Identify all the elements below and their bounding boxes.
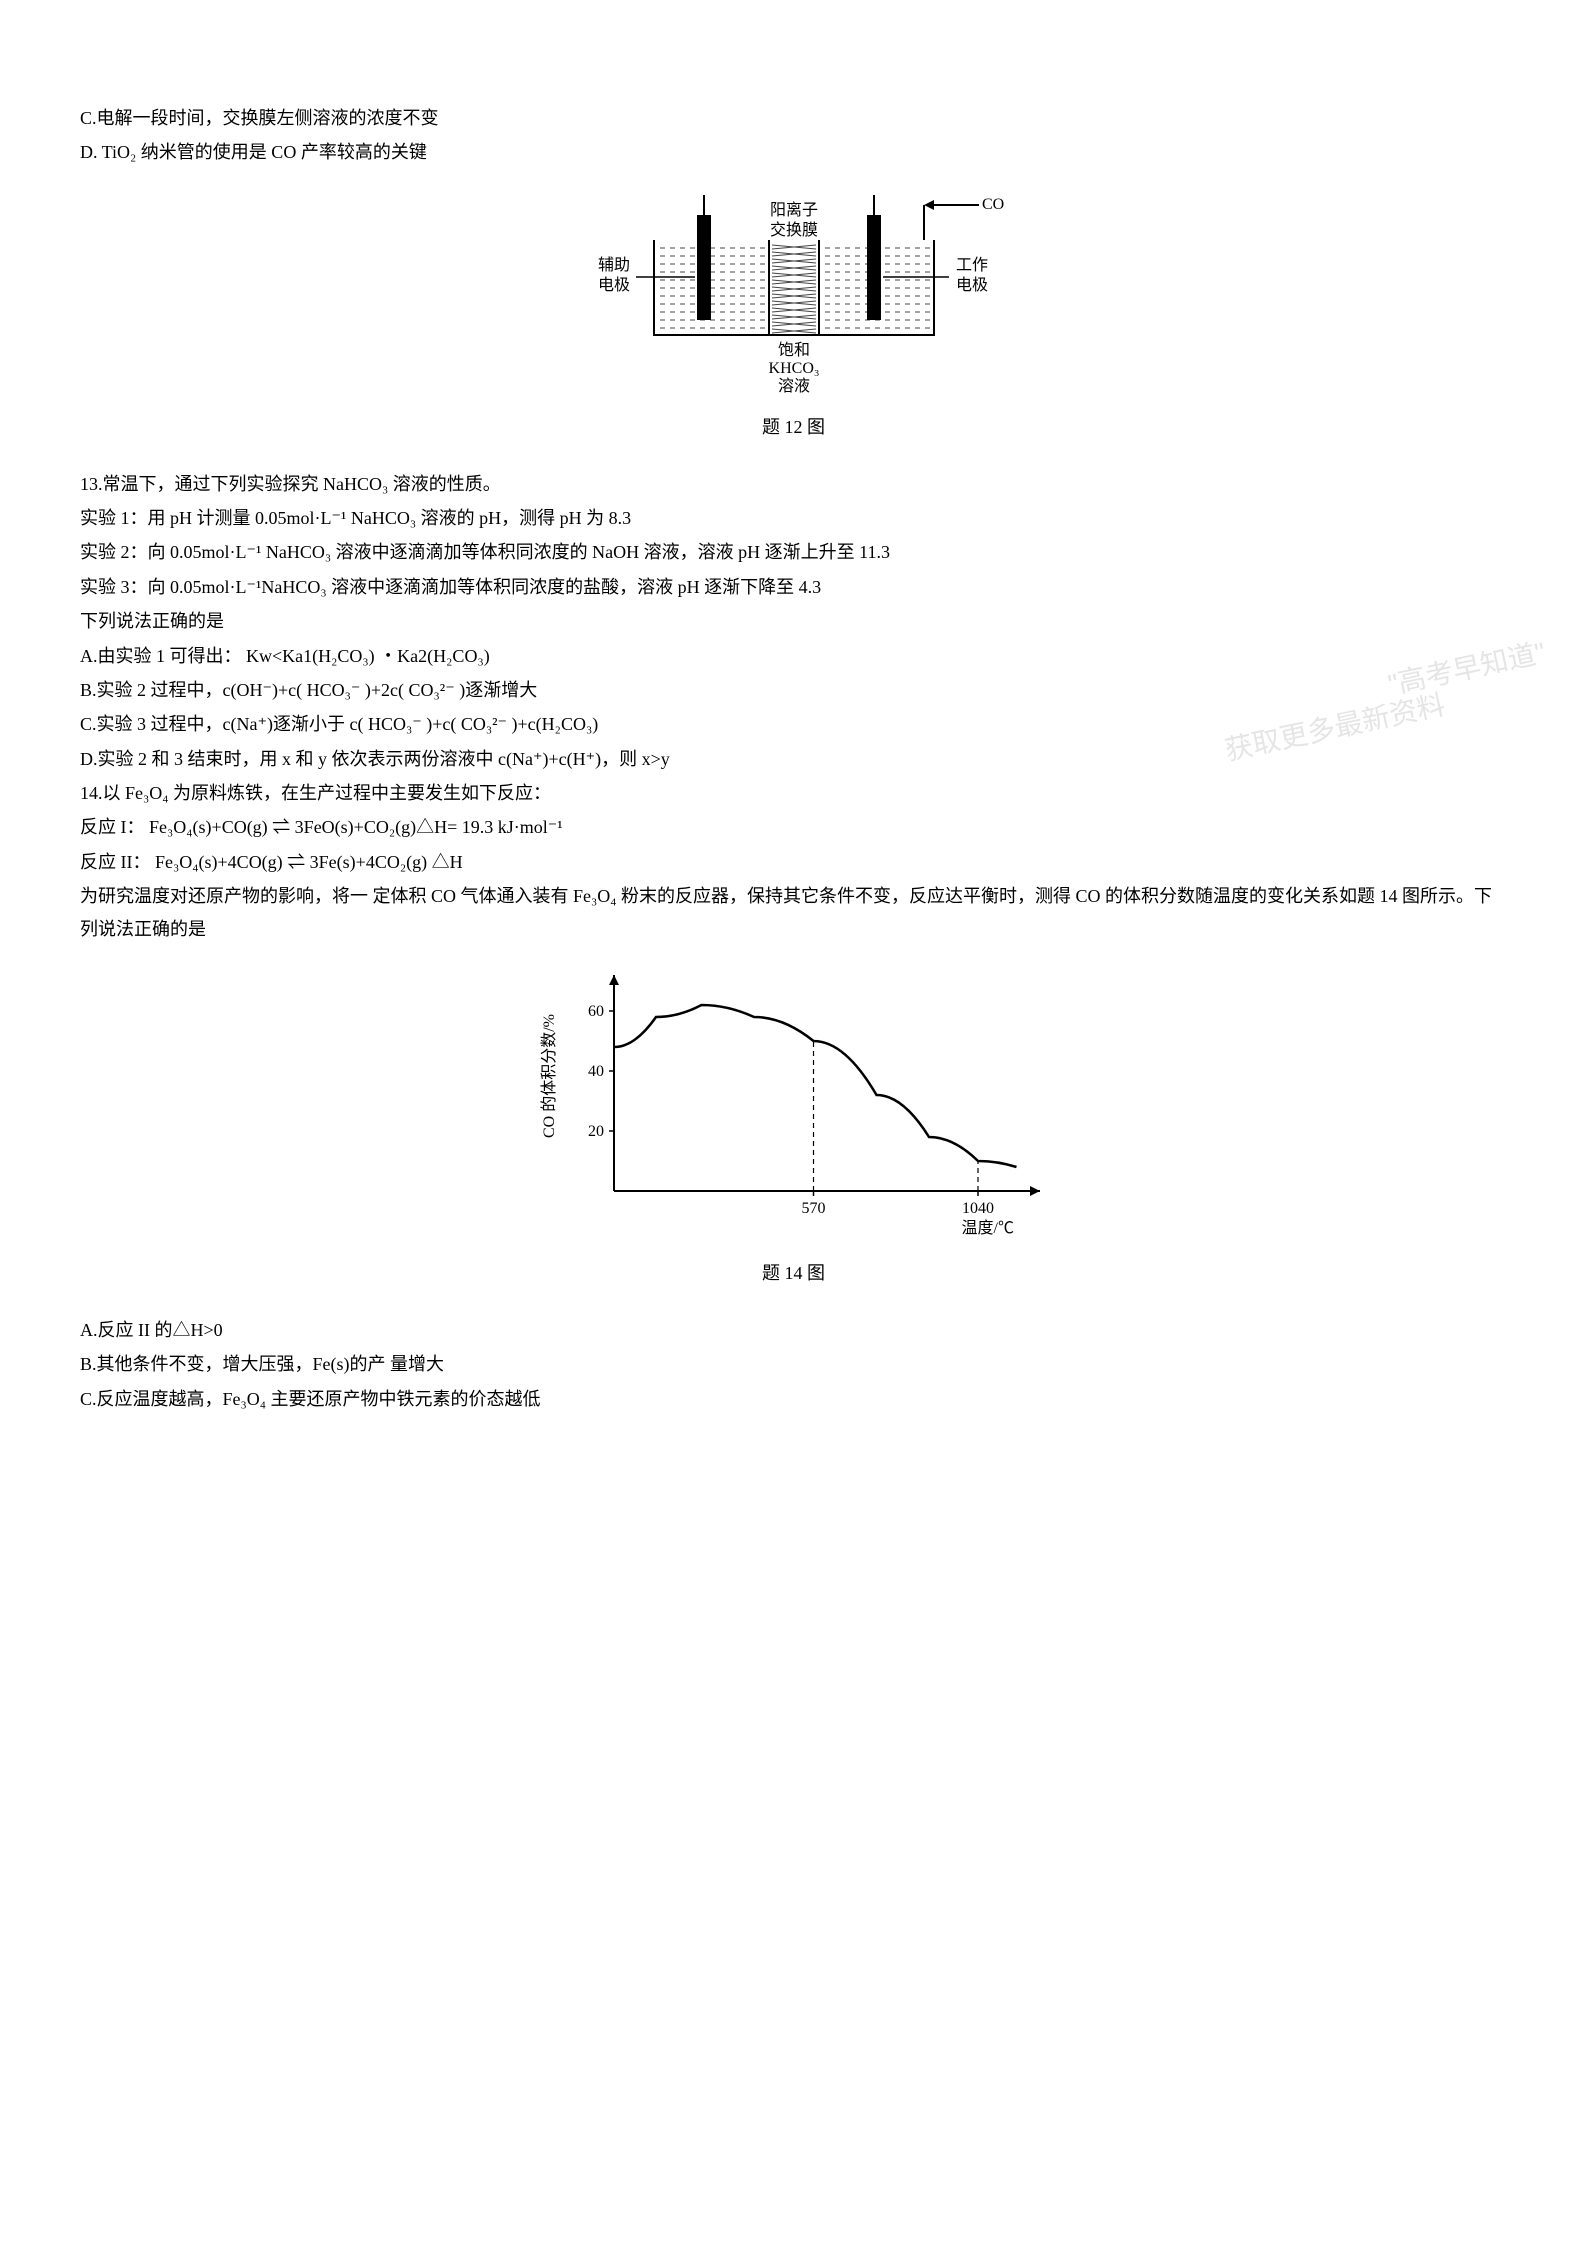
svg-text:阳离子: 阳离子 [769,201,817,219]
svg-text:1040: 1040 [962,1200,994,1217]
figure-12-svg: CO₂ 阳离子交换膜辅助电极 工作电极饱和KHCO₃溶液 [584,185,1004,395]
svg-text:电极: 电极 [597,276,629,294]
q13-option-d: D.实验 2 和 3 结束时，用 x 和 y 依次表示两份溶液中 c(Na⁺)+… [80,743,1507,775]
svg-text:KHCO₃: KHCO₃ [768,360,819,377]
q13-option-c: C.实验 3 过程中，c(Na⁺)逐渐小于 c( HCO₃⁻ )+c( CO₃²… [80,714,598,734]
figure-12: CO₂ 阳离子交换膜辅助电极 工作电极饱和KHCO₃溶液 题 12 图 [80,185,1507,444]
q14-option-c: C.反应温度越高，Fe₃O₄ 主要还原产物中铁元素的价态越低 [80,1383,1507,1415]
q12-option-d: D. TiO₂ 纳米管的使用是 CO 产率较高的关键 [80,136,1507,168]
figure-12-caption: 题 12 图 [80,411,1507,443]
svg-text:CO 的体积分数/%: CO 的体积分数/% [540,1014,558,1138]
q14-rx2: 反应 II： Fe₃O₄(s)+4CO(g) ⇌ 3Fe(s)+4CO₂(g) … [80,846,1507,878]
q13-ask: 下列说法正确的是 [80,605,1507,637]
q14-rx1: 反应 I： Fe₃O₄(s)+CO(g) ⇌ 3FeO(s)+CO₂(g)△H=… [80,811,1507,843]
q14-stem: 14.以 Fe₃O₄ 为原料炼铁，在生产过程中主要发生如下反应： [80,777,1507,809]
svg-text:饱和: 饱和 [777,341,809,359]
svg-text:CO₂: CO₂ [982,196,1004,213]
svg-text:溶液: 溶液 [777,377,809,395]
svg-text:40: 40 [588,1063,604,1080]
q13-option-b: B.实验 2 过程中，c(OH⁻)+c( HCO₃⁻ )+2c( CO₃²⁻ )… [80,680,537,700]
q12-option-c: C.电解一段时间，交换膜左侧溶液的浓度不变 [80,102,1507,134]
svg-text:工作: 工作 [955,256,987,274]
figure-14-caption: 题 14 图 [80,1257,1507,1289]
q13-exp2: 实验 2：向 0.05mol·L⁻¹ NaHCO₃ 溶液中逐滴滴加等体积同浓度的… [80,536,1507,568]
svg-text:交换膜: 交换膜 [769,221,817,239]
svg-text:电极: 电极 [955,276,987,294]
svg-text:60: 60 [588,1003,604,1020]
svg-text:570: 570 [801,1200,825,1217]
figure-14-svg: 20 40 60 570 1040 CO 的体积分数/% 温度/℃ [534,961,1054,1241]
q13-exp1: 实验 1：用 pH 计测量 0.05mol·L⁻¹ NaHCO₃ 溶液的 pH，… [80,502,1507,534]
q13-stem: 13.常温下，通过下列实验探究 NaHCO₃ 溶液的性质。 [80,468,1507,500]
q14-option-b: B.其他条件不变，增大压强，Fe(s)的产 量增大 [80,1348,1507,1380]
q13-option-a: A.由实验 1 可得出： Kw<Ka1(H₂CO₃) ・Ka2(H₂CO₃) [80,640,1507,672]
figure-14: 20 40 60 570 1040 CO 的体积分数/% 温度/℃ 题 14 图 [80,961,1507,1290]
svg-text:温度/℃: 温度/℃ [961,1219,1013,1237]
q13-exp3: 实验 3：向 0.05mol·L⁻¹NaHCO₃ 溶液中逐滴滴加等体积同浓度的盐… [80,571,1507,603]
q14-cond: 为研究温度对还原产物的影响，将一 定体积 CO 气体通入装有 Fe₃O₄ 粉末的… [80,880,1507,945]
svg-text:20: 20 [588,1123,604,1140]
q14-option-a: A.反应 II 的△H>0 [80,1314,1507,1346]
svg-text:辅助: 辅助 [597,256,629,274]
